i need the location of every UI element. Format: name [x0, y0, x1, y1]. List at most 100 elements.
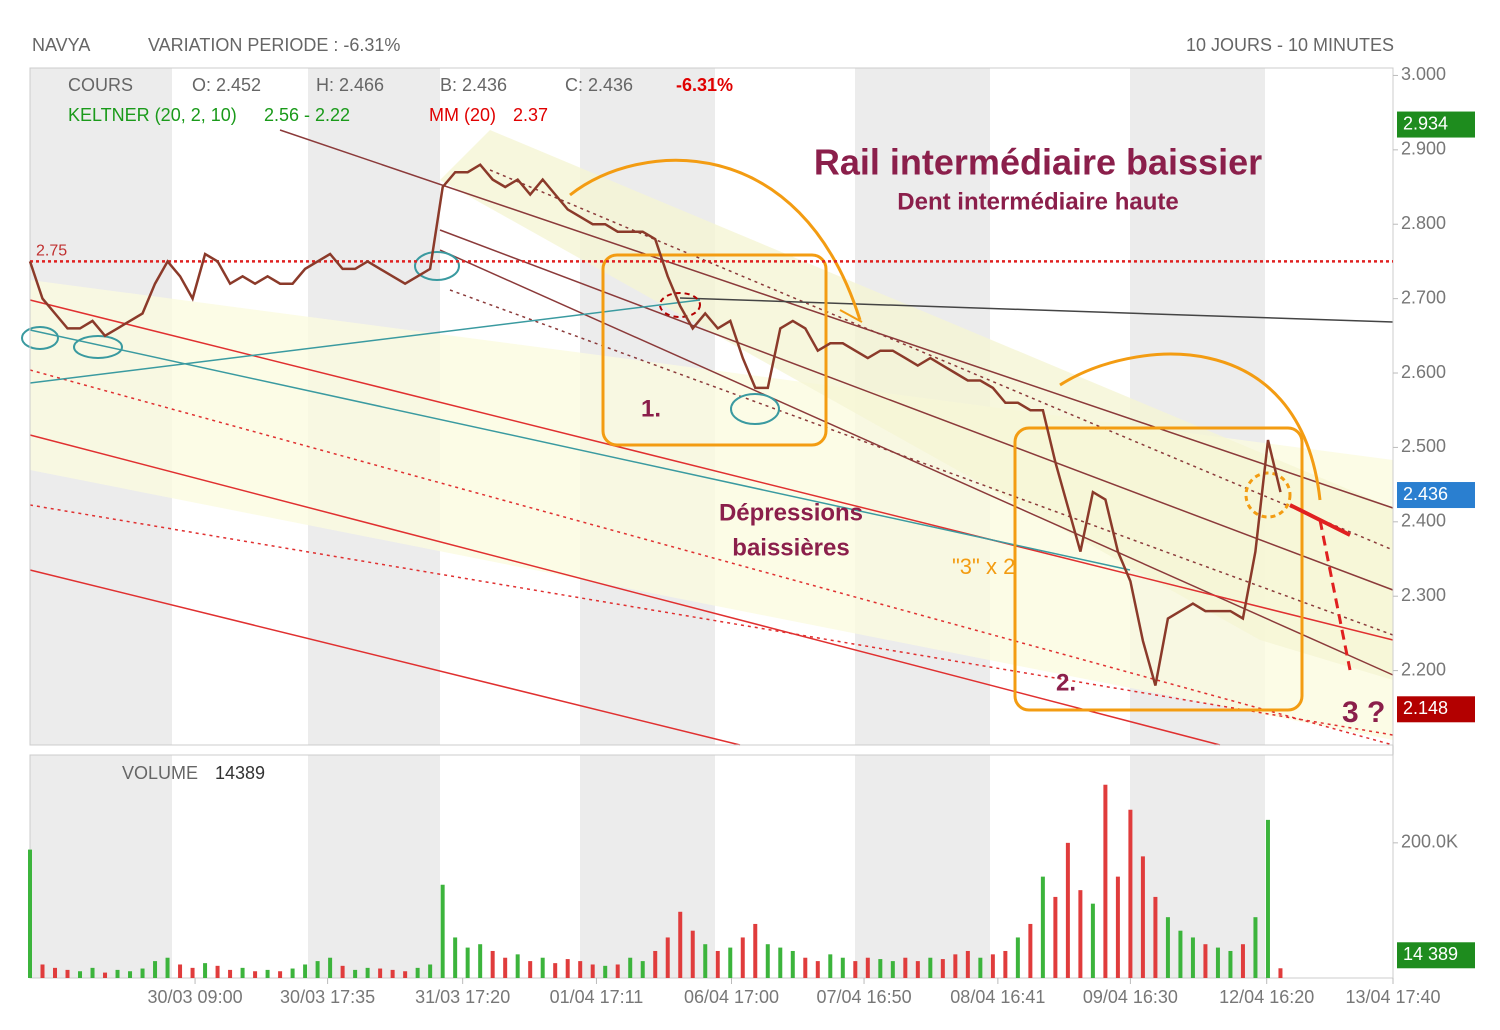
- volume-bar: [665, 937, 670, 978]
- volume-bar: [690, 930, 695, 978]
- annotation: "3" x 2: [952, 554, 1015, 579]
- volume-bar: [590, 964, 595, 978]
- volume-bar: [1253, 917, 1258, 978]
- channel-fill: [440, 130, 1393, 680]
- annotation-shapes: [569, 158, 1352, 712]
- price-line: [28, 163, 1282, 686]
- volume-bar: [803, 957, 808, 978]
- volume-bar: [303, 964, 308, 978]
- legend-change: -6.31%: [676, 75, 733, 95]
- price-marker-label: 2.148: [1403, 698, 1448, 718]
- annotation: baissières: [732, 534, 849, 561]
- y-tick-label: 2.600: [1401, 362, 1446, 382]
- y-tick-label: 2.500: [1401, 436, 1446, 456]
- volume-bar: [153, 961, 158, 978]
- volume-bar: [1103, 784, 1108, 978]
- volume-bar: [603, 965, 608, 978]
- x-tick-label: 01/04 17:11: [550, 987, 644, 1007]
- volume-bar: [28, 849, 32, 978]
- volume-bar: [915, 961, 920, 978]
- volume-bar: [228, 969, 233, 978]
- legend-cours: COURS: [68, 75, 133, 95]
- volume-bar: [415, 967, 420, 978]
- price-marker: [1397, 111, 1475, 138]
- volume-bar: [740, 937, 745, 978]
- x-tick-label: 30/03 09:00: [148, 987, 243, 1007]
- volume-bar: [978, 957, 983, 978]
- volume-bar: [990, 954, 995, 978]
- channel-lines: [29, 129, 1394, 746]
- volume-bar: [90, 967, 95, 978]
- annotation: Dent intermédiaire haute: [897, 188, 1178, 215]
- volume-bar: [190, 967, 195, 978]
- touch-ellipses: [21, 251, 780, 425]
- price-frame: [29, 67, 1394, 746]
- price-marker: [1397, 482, 1475, 509]
- volume-bar: [565, 959, 570, 978]
- x-tick-label: 06/04 17:00: [684, 987, 779, 1007]
- volume-bar: [1040, 876, 1045, 978]
- volume-last: 14389: [215, 763, 265, 783]
- volume-bar: [753, 923, 758, 978]
- volume-bar: [765, 944, 770, 978]
- volume-bar: [278, 971, 283, 978]
- legend-mm-value: 2.37: [513, 105, 548, 125]
- volume-bar: [1228, 950, 1233, 978]
- volume-bar: [728, 947, 733, 978]
- period: 10 JOURS - 10 MINUTES: [1186, 35, 1394, 55]
- volume-bar: [478, 944, 483, 978]
- level-label: 2.75: [36, 243, 67, 260]
- volume-bar: [853, 961, 858, 978]
- volume-bar: [1078, 890, 1083, 978]
- annotation: 3 ?: [1342, 696, 1385, 729]
- volume-bar: [1215, 947, 1220, 978]
- volume-bar: [1278, 968, 1283, 978]
- volume-bar: [128, 971, 133, 978]
- x-tick-label: 12/04 16:20: [1219, 987, 1314, 1007]
- volume-bar: [40, 964, 45, 978]
- volume-bar: [103, 972, 108, 978]
- legend-open: O: 2.452: [192, 75, 261, 95]
- volume-bar: [840, 957, 845, 978]
- volume-bar: [678, 911, 683, 978]
- volume-bar: [465, 947, 470, 978]
- x-tick-label: 13/04 17:40: [1345, 987, 1440, 1007]
- volume-bar: [140, 968, 145, 978]
- volume-bar: [440, 884, 445, 978]
- legend-high: H: 2.466: [316, 75, 384, 95]
- y-tick-label: 2.300: [1401, 585, 1446, 605]
- volume-bar: [578, 961, 583, 978]
- volume-bar: [78, 971, 83, 978]
- annotation: 1.: [641, 395, 661, 422]
- volume-bar: [1140, 856, 1145, 978]
- volume-bar: [1090, 903, 1095, 978]
- volume-bar: [615, 964, 620, 978]
- volume-bar: [1240, 944, 1245, 978]
- volume-bar: [53, 967, 58, 978]
- volume-bar: [1165, 917, 1170, 978]
- price-marker-label: 2.934: [1403, 113, 1448, 133]
- volume-bar: [1065, 842, 1070, 978]
- volume-bar: [353, 969, 358, 978]
- y-tick-label: 2.900: [1401, 139, 1446, 159]
- volume-bar: [528, 961, 533, 978]
- volume-bar: [953, 954, 958, 978]
- volume-bar: [1053, 896, 1058, 978]
- symbol: NAVYA: [32, 35, 90, 55]
- volume-bar: [865, 957, 870, 978]
- volume-bar: [378, 968, 383, 978]
- volume-bar: [390, 969, 395, 978]
- volume-bar: [428, 964, 433, 978]
- volume-bar: [503, 957, 508, 978]
- volume-bar: [828, 954, 833, 978]
- channel-fill: [30, 280, 1393, 740]
- volume-bar: [240, 967, 245, 978]
- volume-bar: [328, 957, 333, 978]
- y-tick-label: 200.0K: [1401, 832, 1458, 852]
- volume-bar: [890, 961, 895, 978]
- variation: VARIATION PERIODE : -6.31%: [148, 35, 400, 55]
- volume-bar: [1028, 923, 1033, 978]
- volume-bar: [340, 965, 345, 978]
- y-tick-label: 2.200: [1401, 659, 1446, 679]
